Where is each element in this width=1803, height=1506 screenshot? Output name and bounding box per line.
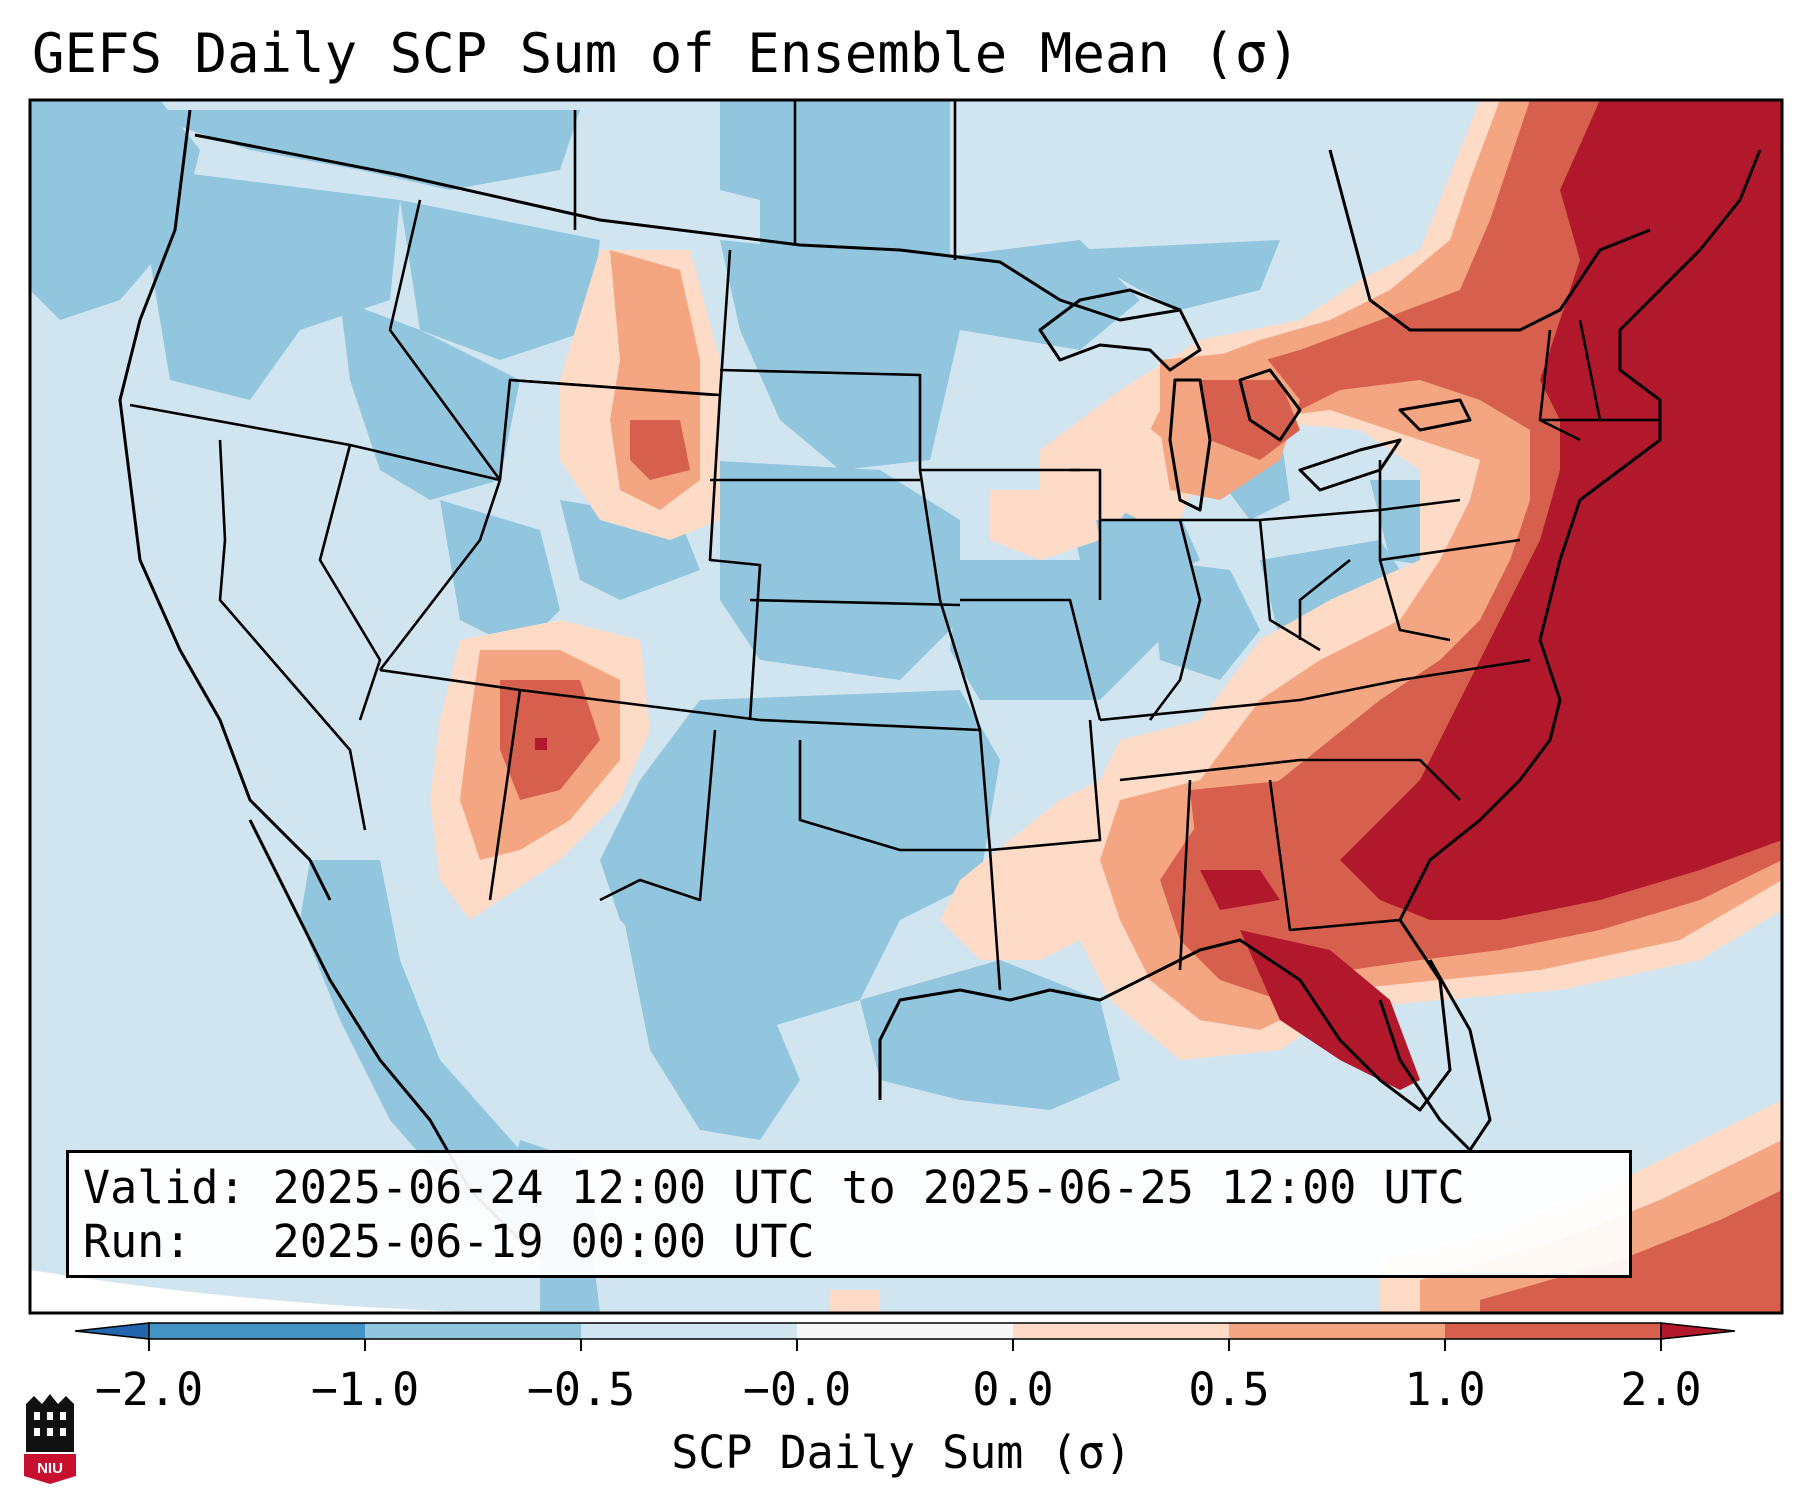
state-lines [129,100,1660,991]
colorbar-bin [1229,1323,1445,1339]
run-label: Run: [83,1215,192,1268]
field-corner-white [30,1270,560,1313]
valid-value: 2025-06-24 12:00 UTC to 2025-06-25 12:00… [272,1161,1465,1214]
lake-ontario [1398,398,1472,432]
lake-erie [1298,438,1402,492]
colorbar-tick-label: −1.0 [310,1363,420,1416]
colorbar [74,1322,1736,1351]
colorbar-tick-label: −0.5 [526,1363,636,1416]
niu-logo-text: NIU [37,1460,63,1477]
colorbar-tick-label: 0.5 [1188,1363,1270,1416]
colorbar-extend-high [1660,1322,1736,1340]
valid-label: Valid: [83,1161,246,1214]
colorbar-outline [148,1322,1662,1340]
us-canada-border-east [1328,149,1651,332]
colorbar-tick-label: 2.0 [1620,1363,1702,1416]
scp-field [30,100,1782,1313]
colorbar-bin [797,1323,1013,1339]
lake-huron [1238,368,1302,442]
colorbar-bin [1445,1323,1661,1339]
niu-logo: NIU [24,1394,76,1484]
west-coast [118,109,332,901]
colorbar-extend-low [74,1322,150,1340]
colorbar-tick-label: −0.0 [742,1363,852,1416]
niu-logo-band [24,1454,76,1484]
colorbar-tick-label: −2.0 [94,1363,204,1416]
niu-logo-tower [26,1394,74,1452]
colorbar-bin [149,1323,365,1339]
map-frame [28,98,1784,1315]
lake-michigan [1168,378,1212,512]
colorbar-label: SCP Daily Sum (σ) [671,1426,1132,1479]
colorbar-tick-label: 1.0 [1404,1363,1486,1416]
colorbar-bin [1013,1323,1229,1339]
colorbar-bin [365,1323,581,1339]
run-value: 2025-06-19 00:00 UTC [272,1215,815,1268]
colorbar-bin [581,1323,797,1339]
east-coast [1398,149,1762,921]
gulf-coast [878,919,1452,1112]
map-title: GEFS Daily SCP Sum of Ensemble Mean (σ) [32,22,1300,85]
colorbar-tick-label: 0.0 [972,1363,1054,1416]
lake-superior [1038,288,1202,372]
us-canada-border [194,133,1181,322]
valid-run-box: Valid: 2025-06-24 12:00 UTC to 2025-06-2… [66,1150,1632,1278]
map-borders [118,100,1762,1242]
